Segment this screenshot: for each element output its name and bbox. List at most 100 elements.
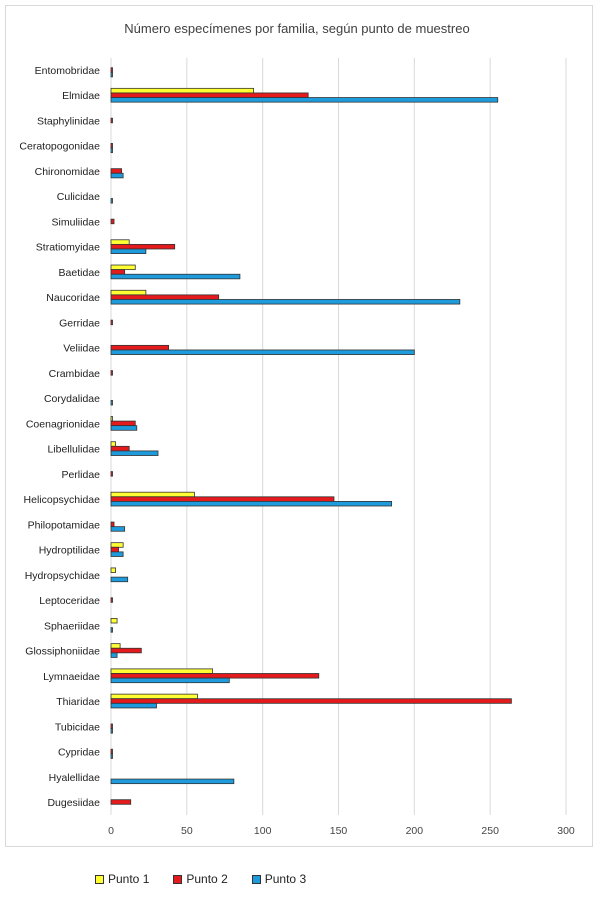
category-label-helicopsychidae: Helicopsychidae [24,494,101,506]
bar-simuliidae-punto-2 [110,218,115,225]
bar-philopotamidae-punto-2 [110,521,115,528]
bar-veliidae-punto-2 [110,344,170,351]
legend-item-punto-3: Punto 3 [251,872,307,886]
category-label-ceratopogonidae: Ceratopogonidae [19,141,100,153]
bar-libellulidae-punto-3 [110,450,159,456]
bar-libellulidae-punto-1 [110,441,116,447]
bar-tubicidae-punto-2 [110,723,113,729]
bar-stratiomyidae-punto-3 [110,248,147,254]
legend-label-punto-1: Punto 1 [108,872,150,886]
bar-glossiphoniidae-punto-2 [110,647,142,654]
bar-leptoceridae-punto-2 [110,597,113,603]
bar-helicopsychidae-punto-3 [110,501,392,507]
category-label-simuliidae: Simuliidae [52,216,101,228]
category-label-hydropsychidae: Hydropsychidae [25,570,100,582]
legend-label-punto-3: Punto 3 [264,872,307,886]
category-labels: Entomobridae Elmidae Staphylinidae Ceratopo… [19,65,100,809]
bar-staphylinidae-punto-2 [110,117,113,124]
bar-entomobridae-punto-2 [110,67,113,73]
category-label-stratiomyidae: Stratiomyidae [36,242,100,254]
x-axis-tick-labels: 0 50 100 150 200 250 300 [108,825,575,837]
legend-label-punto-2: Punto 2 [186,872,228,886]
bar-cypridae-punto-2 [110,748,113,755]
category-label-libellulidae: Libellulidae [47,444,100,456]
bar-crambidae-punto-2 [110,370,113,376]
bar-ceratopogonidae-punto-2 [110,143,113,149]
category-label-naucoridae: Naucoridae [46,292,100,304]
bar-lymnaeidae-punto-3 [110,677,230,684]
x-tick-label-50: 50 [181,825,193,837]
bar-naucoridae-punto-2 [110,294,220,300]
bar-elmidae-punto-1 [110,87,254,94]
bar-entomobridae-punto-3 [110,71,113,78]
bar-glossiphoniidae-punto-3 [110,652,118,658]
category-label-sphaeriidae: Sphaeriidae [44,620,100,632]
legend-swatch-punto-2 [173,874,183,884]
bar-elmidae-punto-2 [110,92,309,98]
category-label-veliidae: Veliidae [63,343,100,355]
bar-culicidae-punto-3 [110,198,113,204]
legend-item-punto-1: Punto 1 [95,872,149,886]
bar-hydroptilidae-punto-2 [110,546,119,553]
bar-hydropsychidae-punto-1 [110,567,116,573]
category-label-lymnaeidae: Lymnaeidae [43,671,100,683]
category-label-perlidae: Perlidae [61,469,100,481]
category-label-leptoceridae: Leptoceridae [39,595,100,607]
bar-chironomidae-punto-3 [110,172,124,179]
bar-naucoridae-punto-3 [110,299,461,305]
bar-veliidae-punto-3 [110,349,415,355]
category-label-entomobridae: Entomobridae [35,65,101,77]
category-label-elmidae: Elmidae [62,90,100,102]
category-label-gerridae: Gerridae [59,317,100,329]
bar-coenagrionidae-punto-3 [110,425,138,431]
category-label-crambidae: Crambidae [49,368,101,380]
category-label-corydalidae: Corydalidae [44,393,100,405]
category-label-coenagrionidae: Coenagrionidae [26,418,100,430]
bar-chironomidae-punto-2 [110,168,123,174]
category-label-staphylinidae: Staphylinidae [37,115,100,127]
bar-hydroptilidae-punto-1 [110,542,124,548]
bar-helicopsychidae-punto-2 [110,496,335,502]
category-label-philopotamidae: Philopotamidae [28,519,101,531]
x-tick-label-200: 200 [406,825,424,837]
bar-elmidae-punto-3 [110,97,499,103]
bar-glossiphoniidae-punto-1 [110,643,121,649]
bar-coenagrionidae-punto-2 [110,420,136,427]
bar-stratiomyidae-punto-2 [110,243,176,250]
bar-corydalidae-punto-3 [110,400,113,406]
category-label-cypridae: Cypridae [58,747,100,759]
category-label-glossiphoniidae: Glossiphoniidae [25,646,100,658]
bar-hyalellidae-punto-3 [110,778,235,785]
x-tick-label-250: 250 [481,825,499,837]
bar-thiaridae-punto-2 [110,698,512,704]
bar-naucoridae-punto-1 [110,289,147,296]
bar-baetidae-punto-3 [110,273,241,280]
bar-sphaeriidae-punto-1 [110,618,118,624]
bar-stratiomyidae-punto-1 [110,239,130,245]
category-label-culicidae: Culicidae [57,191,100,203]
category-label-dugesiidae: Dugesiidae [47,797,100,809]
x-tick-label-300: 300 [557,825,575,837]
bar-helicopsychidae-punto-1 [110,491,195,498]
x-tick-label-100: 100 [254,825,272,837]
legend-swatch-punto-1 [95,874,104,884]
bar-baetidae-punto-2 [110,269,126,275]
bar-lymnaeidae-punto-1 [110,668,214,674]
bar-libellulidae-punto-2 [110,445,130,452]
bar-dugesiidae-punto-2 [110,799,132,805]
bars [110,67,512,805]
category-label-hyalellidae: Hyalellidae [49,772,101,784]
bar-perlidae-punto-2 [110,471,113,477]
gridlines [110,58,567,815]
x-tick-label-150: 150 [330,825,348,837]
x-tick-label-0: 0 [108,825,114,837]
bar-gerridae-punto-2 [110,319,113,326]
bar-ceratopogonidae-punto-3 [110,147,113,154]
category-label-chironomidae: Chironomidae [35,166,101,178]
chart-title: Número especímenes por familia, según pu… [124,21,469,36]
category-label-tubicidae: Tubicidae [55,721,100,733]
bar-hydroptilidae-punto-3 [110,551,124,557]
bar-lymnaeidae-punto-2 [110,673,320,679]
bar-philopotamidae-punto-3 [110,526,126,532]
